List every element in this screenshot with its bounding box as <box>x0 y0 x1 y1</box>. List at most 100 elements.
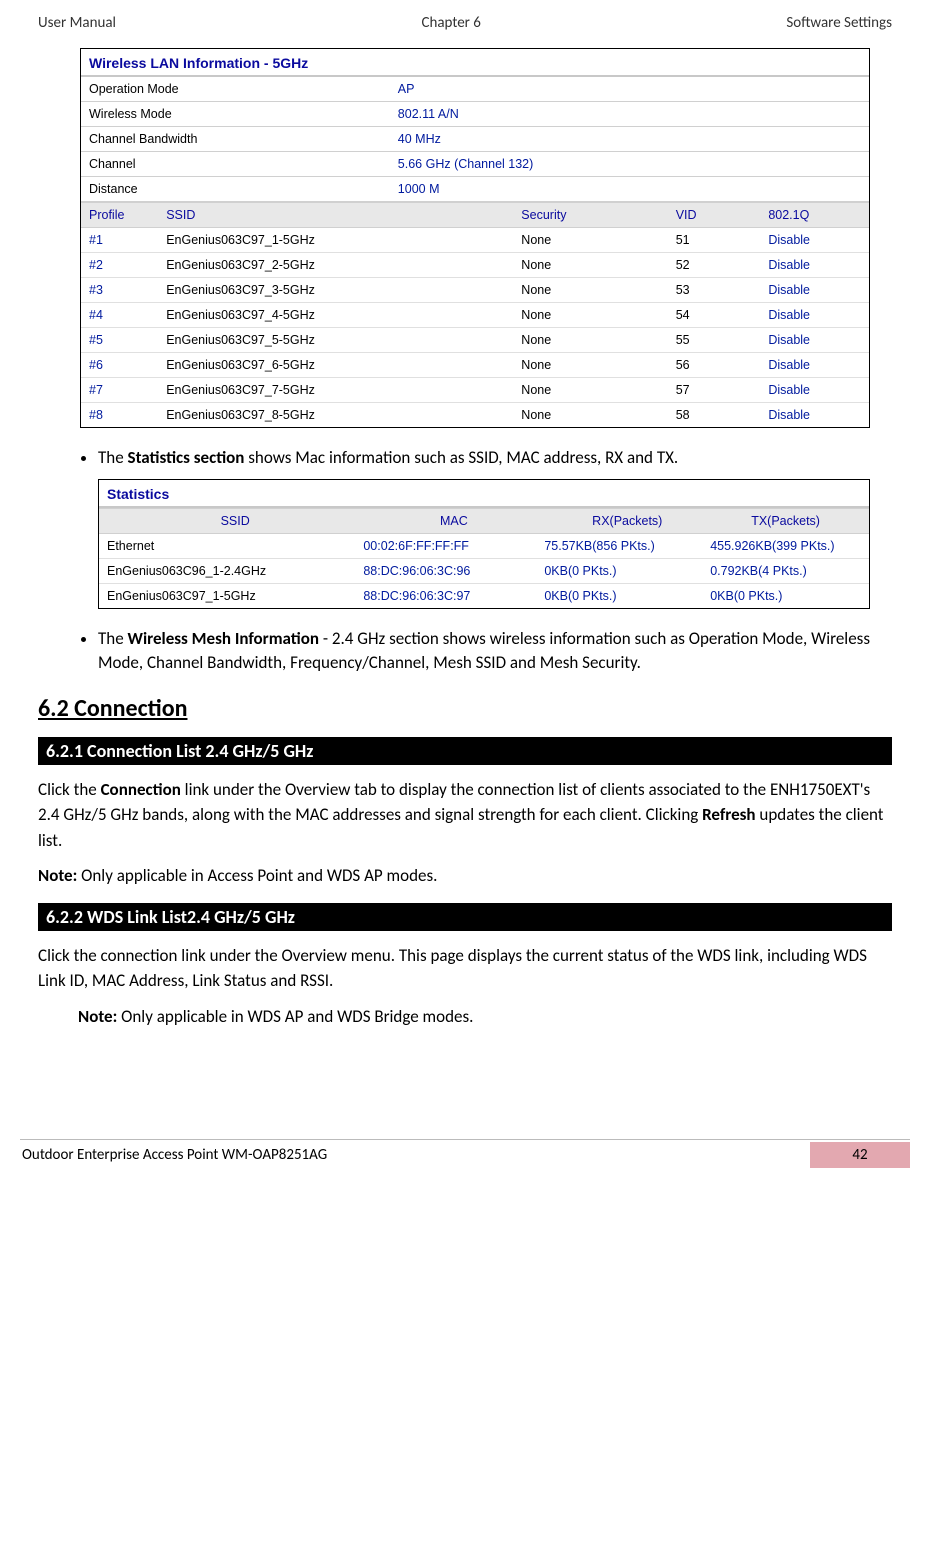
stats-col-tx: TX(Packets) <box>710 514 861 528</box>
stats-table-header: SSID MAC RX(Packets) TX(Packets) <box>99 508 869 534</box>
bullet2-prefix: The <box>98 628 128 649</box>
bullet-mesh: The Wireless Mesh Information - 2.4 GHz … <box>98 627 910 676</box>
wlan-info-value: 40 MHz <box>398 132 861 146</box>
wlan-info-row: Channel5.66 GHz (Channel 132) <box>81 152 869 177</box>
ssid-cell-ssid: EnGenius063C97_6-5GHz <box>166 358 521 372</box>
ssid-table-row: #8EnGenius063C97_8-5GHzNone58Disable <box>81 403 869 427</box>
para-6-2-1: Click the Connection link under the Over… <box>38 777 892 854</box>
ssid-cell-vid: 57 <box>676 383 769 397</box>
ssid-cell-vid: 55 <box>676 333 769 347</box>
p621-d: Refresh <box>702 804 755 825</box>
stats-cell-ssid: EnGenius063C97_1-5GHz <box>107 589 363 603</box>
ssid-table-row: #3EnGenius063C97_3-5GHzNone53Disable <box>81 278 869 303</box>
heading-6-2-1: 6.2.1 Connection List 2.4 GHz/5 GHz <box>38 737 892 765</box>
stats-cell-rx: 0KB(0 PKts.) <box>544 589 710 603</box>
page-running-header: User Manual Chapter 6 Software Settings <box>20 10 910 40</box>
ssid-cell-profile: #7 <box>89 383 166 397</box>
wlan-info-row: Channel Bandwidth40 MHz <box>81 127 869 152</box>
ssid-table-header: Profile SSID Security VID 802.1Q <box>81 202 869 228</box>
ssid-table-row: #6EnGenius063C97_6-5GHzNone56Disable <box>81 353 869 378</box>
ssid-cell-profile: #8 <box>89 408 166 422</box>
bullet-list-1: The Statistics section shows Mac informa… <box>70 446 910 471</box>
ssid-cell-vid: 56 <box>676 358 769 372</box>
stats-cell-rx: 75.57KB(856 PKts.) <box>544 539 710 553</box>
statistics-panel: Statistics SSID MAC RX(Packets) TX(Packe… <box>98 479 870 609</box>
heading-6-2-2: 6.2.2 WDS Link List2.4 GHz/5 GHz <box>38 903 892 931</box>
ssid-cell-security: None <box>521 383 675 397</box>
col-header-vlan: 802.1Q <box>768 208 861 222</box>
ssid-cell-ssid: EnGenius063C97_7-5GHz <box>166 383 521 397</box>
wlan-info-label: Wireless Mode <box>89 107 398 121</box>
note-6-2-1: Note: Only applicable in Access Point an… <box>38 863 892 889</box>
note621-label: Note: <box>38 865 77 886</box>
header-right: Software Settings <box>786 14 892 32</box>
ssid-table-row: #4EnGenius063C97_4-5GHzNone54Disable <box>81 303 869 328</box>
bullet1-suffix: shows Mac information such as SSID, MAC … <box>244 447 678 468</box>
ssid-cell-vlan: Disable <box>768 358 861 372</box>
ssid-cell-profile: #3 <box>89 283 166 297</box>
ssid-cell-profile: #4 <box>89 308 166 322</box>
ssid-cell-security: None <box>521 258 675 272</box>
bullet1-bold: Statistics section <box>128 447 245 468</box>
heading-6-2: 6.2 Connection <box>38 694 892 723</box>
ssid-cell-vlan: Disable <box>768 383 861 397</box>
bullet-statistics: The Statistics section shows Mac informa… <box>98 446 910 471</box>
ssid-cell-vid: 54 <box>676 308 769 322</box>
ssid-cell-ssid: EnGenius063C97_5-5GHz <box>166 333 521 347</box>
ssid-cell-vlan: Disable <box>768 258 861 272</box>
stats-cell-ssid: EnGenius063C96_1-2.4GHz <box>107 564 363 578</box>
page-footer: Outdoor Enterprise Access Point WM-OAP82… <box>20 1139 910 1168</box>
ssid-cell-security: None <box>521 333 675 347</box>
ssid-cell-profile: #1 <box>89 233 166 247</box>
ssid-cell-profile: #6 <box>89 358 166 372</box>
stats-cell-ssid: Ethernet <box>107 539 363 553</box>
col-header-ssid: SSID <box>166 208 521 222</box>
wlan-info-label: Channel Bandwidth <box>89 132 398 146</box>
stats-col-rx: RX(Packets) <box>544 514 710 528</box>
note-6-2-2: Note: Only applicable in WDS AP and WDS … <box>78 1004 892 1030</box>
bullet-list-2: The Wireless Mesh Information - 2.4 GHz … <box>70 627 910 676</box>
ssid-cell-vlan: Disable <box>768 333 861 347</box>
ssid-cell-security: None <box>521 408 675 422</box>
ssid-table-row: #2EnGenius063C97_2-5GHzNone52Disable <box>81 253 869 278</box>
ssid-cell-vid: 58 <box>676 408 769 422</box>
para-6-2-2: Click the connection link under the Over… <box>38 943 892 994</box>
wlan-panel-title: Wireless LAN Information - 5GHz <box>81 49 869 77</box>
col-header-vid: VID <box>676 208 769 222</box>
wlan-info-value: 5.66 GHz (Channel 132) <box>398 157 861 171</box>
wlan-info-value: 802.11 A/N <box>398 107 861 121</box>
ssid-cell-profile: #2 <box>89 258 166 272</box>
note622-text: Only applicable in WDS AP and WDS Bridge… <box>117 1006 473 1027</box>
wlan-info-value: 1000 M <box>398 182 861 196</box>
ssid-cell-vid: 53 <box>676 283 769 297</box>
stats-cell-mac: 00:02:6F:FF:FF:FF <box>363 539 544 553</box>
note621-text: Only applicable in Access Point and WDS … <box>77 865 437 886</box>
stats-table-row: Ethernet00:02:6F:FF:FF:FF75.57KB(856 PKt… <box>99 534 869 559</box>
ssid-cell-vid: 51 <box>676 233 769 247</box>
stats-table-row: EnGenius063C97_1-5GHz88:DC:96:06:3C:970K… <box>99 584 869 608</box>
stats-cell-mac: 88:DC:96:06:3C:97 <box>363 589 544 603</box>
ssid-cell-security: None <box>521 283 675 297</box>
ssid-cell-ssid: EnGenius063C97_8-5GHz <box>166 408 521 422</box>
ssid-cell-ssid: EnGenius063C97_3-5GHz <box>166 283 521 297</box>
note622-label: Note: <box>78 1006 117 1027</box>
col-header-security: Security <box>521 208 675 222</box>
stats-cell-tx: 0KB(0 PKts.) <box>710 589 861 603</box>
p621-a: Click the <box>38 779 101 800</box>
stats-cell-mac: 88:DC:96:06:3C:96 <box>363 564 544 578</box>
stats-col-ssid: SSID <box>107 514 363 528</box>
ssid-table-row: #1EnGenius063C97_1-5GHzNone51Disable <box>81 228 869 253</box>
ssid-table-row: #7EnGenius063C97_7-5GHzNone57Disable <box>81 378 869 403</box>
wlan-info-row: Distance1000 M <box>81 177 869 202</box>
bullet1-prefix: The <box>98 447 128 468</box>
header-center: Chapter 6 <box>421 14 480 32</box>
header-left: User Manual <box>38 14 116 32</box>
p621-b: Connection <box>101 779 181 800</box>
ssid-cell-vid: 52 <box>676 258 769 272</box>
stats-table-row: EnGenius063C96_1-2.4GHz88:DC:96:06:3C:96… <box>99 559 869 584</box>
wlan-info-label: Distance <box>89 182 398 196</box>
ssid-cell-vlan: Disable <box>768 233 861 247</box>
wlan-info-value: AP <box>398 82 861 96</box>
ssid-cell-security: None <box>521 358 675 372</box>
ssid-table-row: #5EnGenius063C97_5-5GHzNone55Disable <box>81 328 869 353</box>
